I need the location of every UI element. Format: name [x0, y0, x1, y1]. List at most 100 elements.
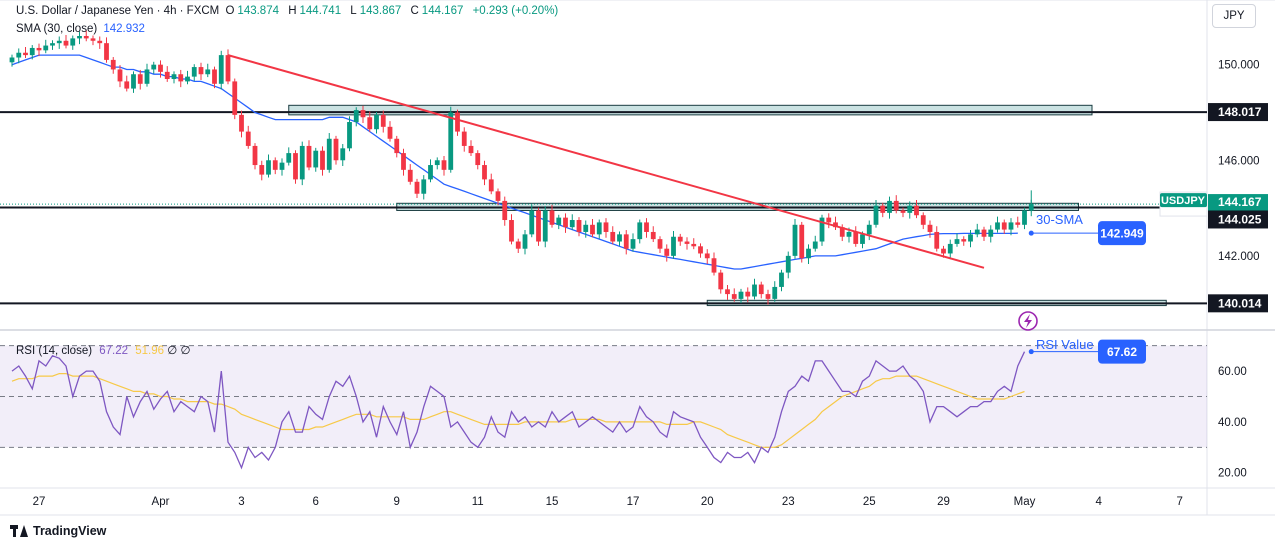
candle-body: [947, 243, 953, 254]
candle-body: [529, 210, 535, 235]
candle-body: [448, 112, 454, 170]
candle-body: [90, 38, 96, 41]
x-tick-label: 11: [472, 496, 484, 508]
candle-body: [137, 74, 143, 84]
candle-body: [549, 210, 555, 225]
x-tick-label: 17: [627, 496, 640, 508]
candle-body: [171, 74, 177, 80]
sma-value: 142.932: [103, 23, 145, 35]
candle-body: [434, 160, 440, 166]
rsi-label: RSI (14, close): [16, 345, 93, 357]
candle-body: [326, 138, 332, 170]
candle-body: [306, 145, 312, 168]
candle-body: [981, 229, 987, 237]
candle-body: [509, 220, 514, 242]
sma-line: [11, 54, 1018, 270]
y-tick-label: 150.000: [1218, 60, 1260, 72]
rsi-header-value: 67.22: [99, 345, 129, 357]
rsi-legend[interactable]: RSI (14, close) 67.22 51.96 ∅ ∅: [16, 343, 190, 357]
sma-legend[interactable]: SMA (30, close) 142.932: [16, 23, 148, 35]
candle-body: [536, 210, 541, 242]
candle-body: [637, 222, 643, 240]
candle-body: [441, 160, 447, 170]
candle-body: [731, 294, 737, 299]
candle-body: [124, 81, 130, 89]
candle-body: [1008, 222, 1014, 230]
x-tick-label: 27: [33, 496, 46, 508]
candle-body: [684, 241, 690, 244]
rsi-tick-label: 60.00: [1218, 366, 1247, 378]
x-tick-label: 25: [863, 496, 876, 508]
rsi-annotation: RSI Value: [1036, 337, 1094, 352]
alert-icon: [1018, 311, 1038, 331]
x-tick-label: 4: [1096, 496, 1103, 508]
candle-body: [846, 231, 852, 237]
rsi-value-label: 67.62: [1107, 345, 1137, 359]
symbol-tag: [1160, 193, 1207, 208]
candle-body: [387, 126, 393, 139]
rsi-tick-label: 20.00: [1218, 468, 1247, 480]
candle-body: [623, 234, 629, 249]
candle-body: [704, 253, 710, 259]
price-level-label: 144.025: [1218, 212, 1262, 226]
candle-body: [725, 289, 730, 295]
candle-body: [752, 284, 757, 297]
candle-body: [914, 205, 919, 216]
candle-body: [421, 179, 427, 194]
candle-body: [407, 169, 413, 182]
candle-body: [792, 224, 798, 256]
rsi-value-badge: [1098, 339, 1146, 364]
candle-body: [596, 222, 602, 235]
candle-body: [644, 222, 649, 232]
candle-body: [934, 231, 940, 249]
candle-body: [401, 153, 406, 170]
currency-button[interactable]: JPY: [1212, 4, 1256, 28]
support-resistance-zone: [288, 104, 1093, 116]
candle-body: [610, 231, 616, 242]
tradingview-logo[interactable]: TradingView: [10, 524, 106, 538]
candle-body: [239, 114, 244, 132]
x-tick-label: May: [1014, 496, 1036, 508]
candle-body: [617, 234, 622, 242]
candle-body: [394, 138, 400, 154]
sma-annotation: 30-SMA: [1036, 212, 1083, 227]
tradingview-logo-icon: [10, 525, 28, 537]
candle-body: [691, 243, 697, 247]
candle-body: [657, 239, 663, 249]
candle-body: [779, 272, 784, 287]
symbol-tag-text: USDJPY: [1161, 195, 1206, 207]
candle-body: [812, 241, 818, 249]
candle-body: [293, 153, 298, 180]
candle-body: [367, 117, 373, 130]
candle-body: [785, 255, 791, 273]
candle-body: [664, 248, 670, 256]
close-value: 144.167: [421, 5, 464, 17]
candle-body: [151, 64, 157, 70]
candle-body: [374, 114, 379, 130]
x-tick-label: 20: [701, 496, 714, 508]
candle-body: [232, 81, 238, 115]
candle-body: [1001, 222, 1007, 230]
candle-body: [866, 224, 872, 235]
candle-body: [954, 239, 960, 244]
candle-body: [1015, 222, 1021, 225]
candle-body: [968, 234, 973, 242]
downtrend-line: [227, 54, 985, 269]
candle-body: [738, 291, 744, 299]
candle-body: [299, 145, 305, 180]
candle-body: [475, 153, 481, 166]
candle-body: [765, 294, 771, 299]
candle-body: [482, 165, 487, 180]
candle-body: [414, 181, 420, 194]
candle-body: [826, 217, 832, 223]
candle-body: [23, 52, 28, 56]
candle-body: [266, 160, 271, 175]
candle-body: [279, 162, 285, 170]
candle-body: [819, 217, 825, 242]
candle-body: [671, 236, 676, 256]
candle-body: [83, 36, 89, 39]
candle-body: [806, 248, 811, 259]
x-tick-label: 3: [238, 496, 244, 508]
price-level-label: 140.014: [1218, 296, 1262, 310]
